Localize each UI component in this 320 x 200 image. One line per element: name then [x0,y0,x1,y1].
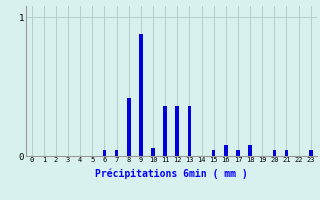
Bar [224,145,228,156]
Bar [115,150,118,156]
Bar [285,150,288,156]
Bar [127,98,131,156]
Bar [309,150,313,156]
Bar [103,150,106,156]
Bar [236,150,240,156]
Bar [188,106,191,156]
Bar [273,150,276,156]
Bar [248,145,252,156]
Bar [151,148,155,156]
Bar [139,34,143,156]
X-axis label: Précipitations 6min ( mm ): Précipitations 6min ( mm ) [95,169,248,179]
Bar [212,150,215,156]
Bar [163,106,167,156]
Bar [175,106,179,156]
